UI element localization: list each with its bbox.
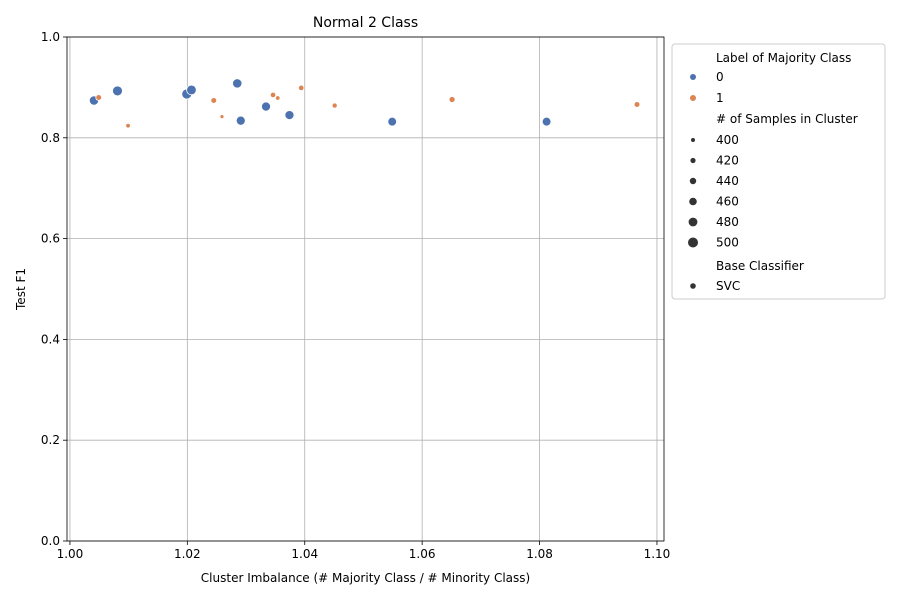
- data-point-class-1: [275, 95, 281, 101]
- legend-size-label: 440: [716, 174, 739, 188]
- data-point-class-0: [112, 85, 123, 97]
- legend-hue-items: 01: [690, 70, 724, 105]
- x-axis-label: Cluster Imbalance (# Majority Class / # …: [201, 571, 530, 585]
- y-tick-label: 0.4: [41, 332, 60, 346]
- x-tick-label: 1.10: [644, 547, 671, 561]
- legend-hue-marker: [690, 74, 696, 80]
- x-tick-label: 1.02: [174, 547, 201, 561]
- legend-style-marker: [690, 283, 696, 289]
- legend-size-label: 420: [716, 154, 739, 168]
- legend-hue-label: 0: [716, 70, 724, 84]
- x-tick-label: 1.06: [409, 547, 436, 561]
- data-point-class-1: [95, 94, 102, 101]
- legend-style-label: SVC: [716, 279, 740, 293]
- data-point-class-0: [284, 110, 295, 121]
- y-tick-label: 1.0: [41, 30, 60, 44]
- data-point-class-1: [210, 97, 218, 104]
- data-points: [88, 78, 641, 129]
- data-point-class-1: [125, 123, 131, 129]
- legend-size-label: 400: [716, 133, 739, 147]
- x-tick-label: 1.04: [291, 547, 318, 561]
- legend-size-label: 480: [716, 215, 739, 229]
- y-axis-label: Test F1: [14, 268, 28, 311]
- x-tick-label: 1.08: [526, 547, 553, 561]
- chart-title: Normal 2 Class: [313, 15, 418, 31]
- data-point-class-1: [298, 84, 305, 92]
- data-point-class-0: [232, 78, 243, 89]
- legend-size-label: 460: [716, 195, 739, 209]
- x-axis: 1.00 1.02 1.04 1.06 1.08 1.10: [57, 541, 671, 561]
- y-tick-label: 0.8: [41, 131, 60, 145]
- legend: Label of Majority Class 01 # of Samples …: [671, 43, 886, 300]
- x-tick-label: 1.00: [57, 547, 84, 561]
- y-tick-label: 0.6: [41, 232, 60, 246]
- data-point-class-0: [261, 101, 271, 112]
- legend-size-items: 400 420 440 460 480 500: [688, 133, 739, 250]
- legend-hue-label: 1: [716, 91, 724, 105]
- data-point-class-0: [541, 116, 552, 127]
- legend-size-marker: [691, 138, 695, 142]
- legend-size-marker: [689, 197, 697, 206]
- data-point-class-1: [219, 114, 225, 120]
- data-point-class-1: [331, 102, 338, 109]
- legend-size-title: # of Samples in Cluster: [716, 112, 858, 126]
- y-tick-label: 0.2: [41, 433, 60, 447]
- data-point-class-1: [448, 96, 456, 103]
- y-axis: 0.0 0.2 0.4 0.6 0.8 1.0: [41, 30, 67, 548]
- data-point-class-0: [235, 115, 246, 126]
- legend-style-title: Base Classifier: [716, 259, 804, 273]
- legend-size-marker: [689, 177, 697, 185]
- legend-hue-marker: [690, 95, 696, 101]
- data-point-class-0: [186, 84, 197, 96]
- plot-frame: [66, 36, 665, 542]
- legend-size-label: 500: [716, 236, 739, 250]
- data-point-class-1: [633, 101, 641, 108]
- grid-lines: [67, 36, 664, 542]
- data-point-class-0: [387, 116, 398, 127]
- legend-hue-title: Label of Majority Class: [716, 51, 851, 65]
- legend-size-marker: [688, 237, 698, 248]
- legend-size-marker: [690, 157, 696, 164]
- data-point-class-1: [269, 91, 277, 99]
- legend-box: [671, 43, 886, 300]
- legend-style-items: SVC: [690, 279, 740, 293]
- legend-size-marker: [688, 217, 698, 227]
- y-tick-label: 0.0: [41, 534, 60, 548]
